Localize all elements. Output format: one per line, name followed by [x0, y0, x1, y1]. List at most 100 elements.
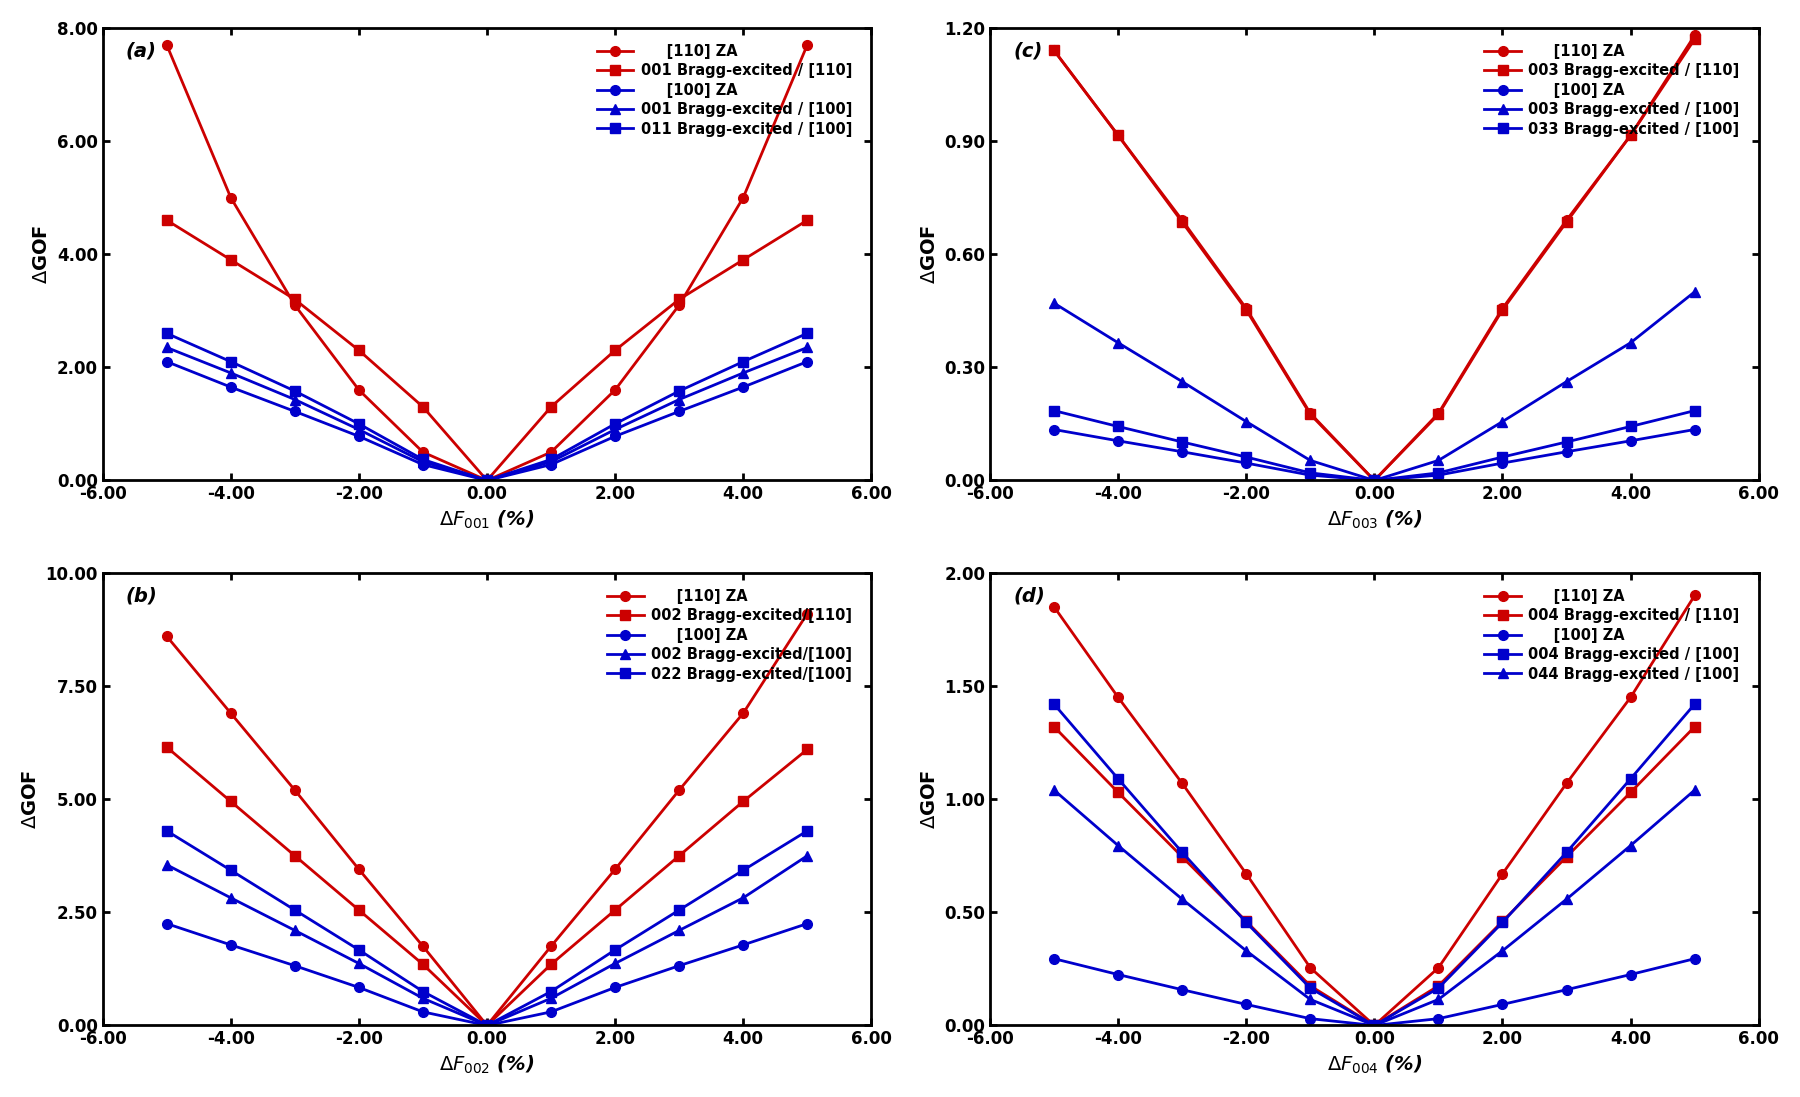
- 001 Bragg-excited / [110]: [157, 214, 178, 227]
-      [110] ZA: [477, 474, 499, 487]
-      [100] ZA: [1620, 968, 1642, 981]
- 002 Bragg-excited/[100]: [668, 924, 689, 937]
- 001 Bragg-excited / [110]: [477, 474, 499, 487]
-      [100] ZA: [220, 938, 241, 951]
- 001 Bragg-excited / [110]: [733, 253, 754, 267]
- 033 Bragg-excited / [100]: [1107, 420, 1129, 433]
-      [100] ZA: [1427, 1013, 1449, 1026]
-      [100] ZA: [347, 981, 369, 994]
- Y-axis label: $\Delta$GOF: $\Delta$GOF: [22, 769, 40, 829]
-      [100] ZA: [1555, 983, 1577, 996]
- 002 Bragg-excited/[100]: [605, 957, 626, 970]
- 044 Bragg-excited / [100]: [1107, 839, 1129, 852]
- 011 Bragg-excited / [100]: [668, 384, 689, 397]
-      [110] ZA: [157, 630, 178, 643]
- Y-axis label: $\Delta$GOF: $\Delta$GOF: [920, 225, 938, 284]
- Line: 002 Bragg-excited/[110]: 002 Bragg-excited/[110]: [162, 743, 812, 1030]
- 033 Bragg-excited / [100]: [1555, 436, 1577, 449]
- 011 Bragg-excited / [100]: [733, 355, 754, 369]
-      [110] ZA: [1492, 302, 1514, 315]
- 002 Bragg-excited/[110]: [605, 904, 626, 917]
-      [110] ZA: [1427, 407, 1449, 420]
-      [110] ZA: [1172, 214, 1193, 227]
-      [110] ZA: [477, 1019, 499, 1032]
-      [110] ZA: [1107, 128, 1129, 142]
-      [110] ZA: [1235, 302, 1256, 315]
-      [100] ZA: [1172, 445, 1193, 459]
-      [100] ZA: [733, 938, 754, 951]
- 001 Bragg-excited / [100]: [605, 423, 626, 437]
- 004 Bragg-excited / [110]: [1300, 980, 1321, 993]
-      [110] ZA: [605, 383, 626, 396]
- Text: (a): (a): [126, 42, 157, 60]
-      [110] ZA: [1492, 868, 1514, 881]
- 022 Bragg-excited/[100]: [347, 943, 369, 957]
-      [100] ZA: [1300, 1013, 1321, 1026]
-      [100] ZA: [733, 381, 754, 394]
- 003 Bragg-excited / [100]: [1235, 415, 1256, 428]
- 033 Bragg-excited / [100]: [1300, 466, 1321, 479]
-      [110] ZA: [220, 706, 241, 720]
- Line: 004 Bragg-excited / [110]: 004 Bragg-excited / [110]: [1049, 722, 1699, 1030]
- Line: 033 Bragg-excited / [100]: 033 Bragg-excited / [100]: [1049, 406, 1699, 485]
-      [110] ZA: [1300, 961, 1321, 974]
- Line: 044 Bragg-excited / [100]: 044 Bragg-excited / [100]: [1049, 785, 1699, 1030]
- 022 Bragg-excited/[100]: [284, 904, 306, 917]
- 011 Bragg-excited / [100]: [220, 355, 241, 369]
- 011 Bragg-excited / [100]: [412, 453, 434, 466]
-      [110] ZA: [1555, 214, 1577, 227]
- 003 Bragg-excited / [110]: [1427, 408, 1449, 421]
-      [100] ZA: [284, 405, 306, 418]
-      [110] ZA: [1172, 777, 1193, 790]
-      [100] ZA: [1172, 983, 1193, 996]
- Text: (c): (c): [1013, 42, 1042, 60]
-      [100] ZA: [1300, 468, 1321, 482]
-      [110] ZA: [412, 940, 434, 953]
-      [110] ZA: [1620, 691, 1642, 704]
- Line: 001 Bragg-excited / [100]: 001 Bragg-excited / [100]: [162, 342, 812, 485]
-      [100] ZA: [1427, 468, 1449, 482]
- 011 Bragg-excited / [100]: [347, 417, 369, 430]
- Line:      [110] ZA: [110] ZA: [1049, 590, 1699, 1030]
- Line:      [100] ZA: [100] ZA: [1049, 425, 1699, 485]
- X-axis label: $\Delta F_{002}$ (%): $\Delta F_{002}$ (%): [439, 1054, 535, 1076]
-      [110] ZA: [1364, 1019, 1386, 1032]
- 001 Bragg-excited / [100]: [668, 393, 689, 406]
-      [110] ZA: [796, 607, 817, 620]
- 004 Bragg-excited / [100]: [1620, 772, 1642, 785]
- 004 Bragg-excited / [100]: [1235, 916, 1256, 929]
- 001 Bragg-excited / [100]: [540, 455, 562, 468]
- 001 Bragg-excited / [100]: [733, 366, 754, 380]
- 002 Bragg-excited/[100]: [284, 924, 306, 937]
-      [100] ZA: [1364, 474, 1386, 487]
- 002 Bragg-excited/[110]: [157, 740, 178, 754]
-      [110] ZA: [157, 38, 178, 52]
- 001 Bragg-excited / [110]: [347, 343, 369, 357]
-      [100] ZA: [1683, 423, 1705, 437]
- 001 Bragg-excited / [110]: [412, 400, 434, 414]
- 044 Bragg-excited / [100]: [1172, 893, 1193, 906]
- X-axis label: $\Delta F_{001}$ (%): $\Delta F_{001}$ (%): [439, 509, 535, 531]
- 001 Bragg-excited / [100]: [157, 341, 178, 354]
- Line: 002 Bragg-excited/[100]: 002 Bragg-excited/[100]: [162, 851, 812, 1030]
-      [110] ZA: [347, 383, 369, 396]
- 003 Bragg-excited / [100]: [1683, 285, 1705, 298]
- 002 Bragg-excited/[100]: [733, 891, 754, 904]
-      [110] ZA: [668, 783, 689, 796]
- Line:      [100] ZA: [100] ZA: [162, 357, 812, 485]
-      [100] ZA: [605, 981, 626, 994]
-      [110] ZA: [733, 191, 754, 204]
-      [100] ZA: [605, 430, 626, 443]
- 002 Bragg-excited/[110]: [220, 795, 241, 808]
- 003 Bragg-excited / [110]: [1172, 215, 1193, 228]
- 011 Bragg-excited / [100]: [796, 327, 817, 340]
-      [100] ZA: [1555, 445, 1577, 459]
-      [100] ZA: [412, 1005, 434, 1018]
-      [110] ZA: [1107, 691, 1129, 704]
- Line: 011 Bragg-excited / [100]: 011 Bragg-excited / [100]: [162, 328, 812, 485]
-      [110] ZA: [347, 862, 369, 875]
- 003 Bragg-excited / [110]: [1235, 304, 1256, 317]
- 003 Bragg-excited / [110]: [1300, 408, 1321, 421]
-      [110] ZA: [1044, 600, 1066, 613]
- 044 Bragg-excited / [100]: [1364, 1019, 1386, 1032]
